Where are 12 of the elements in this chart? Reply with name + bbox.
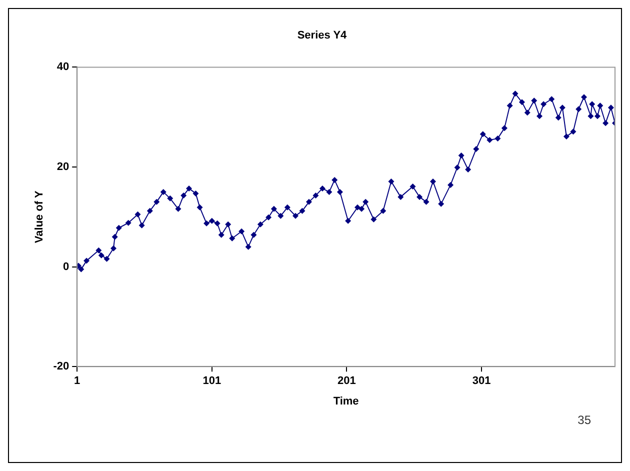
x-axis-title: Time	[333, 395, 359, 408]
y-tick-label: -20	[53, 360, 70, 373]
x-tick-label: 101	[202, 375, 222, 388]
text: 35	[578, 413, 592, 427]
y-tick-label: 0	[62, 260, 70, 273]
x-tick-label: 301	[472, 375, 491, 388]
y-tick-label: 40	[56, 61, 70, 74]
y-tick-label: 20	[56, 161, 70, 174]
chart-title: Series Y4	[297, 30, 348, 42]
x-tick-label: 1	[74, 375, 80, 388]
x-tick-label: 201	[338, 375, 356, 388]
y-axis-title: Value of Y	[34, 190, 46, 244]
